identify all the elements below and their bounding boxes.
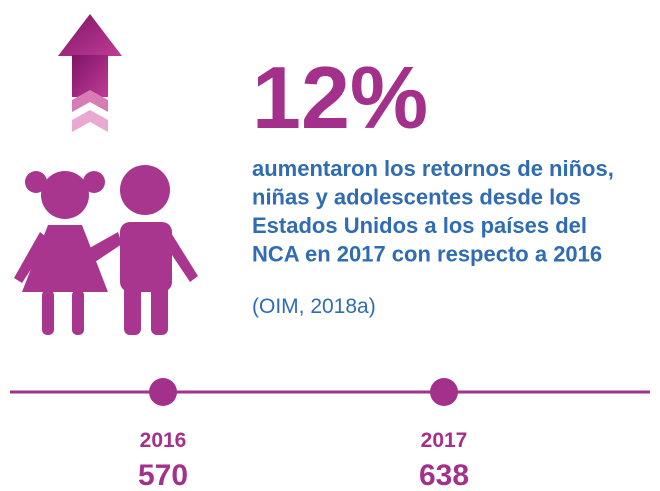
- timeline-dot: [149, 378, 177, 406]
- children-icon: [14, 165, 198, 335]
- description-line: Estados Unidos a los países del: [252, 213, 587, 238]
- description: aumentaron los retornos de niños, niñas y…: [252, 156, 614, 267]
- description-line: NCA en 2017 con respecto a 2016: [252, 242, 602, 267]
- headline: 12%: [252, 48, 428, 147]
- timeline-year: 2017: [421, 429, 468, 452]
- timeline-year: 2016: [140, 429, 187, 452]
- description-line: niñas y adolescentes desde los: [252, 185, 581, 210]
- source: (OIM, 2018a): [252, 295, 376, 318]
- timeline-dot: [430, 378, 458, 406]
- timeline: 2016 570 2017 638: [138, 378, 469, 491]
- timeline-value: 638: [419, 459, 469, 491]
- up-arrow-icon: [58, 14, 122, 132]
- timeline-value: 570: [138, 459, 188, 491]
- description-line: aumentaron los retornos de niños,: [252, 156, 614, 181]
